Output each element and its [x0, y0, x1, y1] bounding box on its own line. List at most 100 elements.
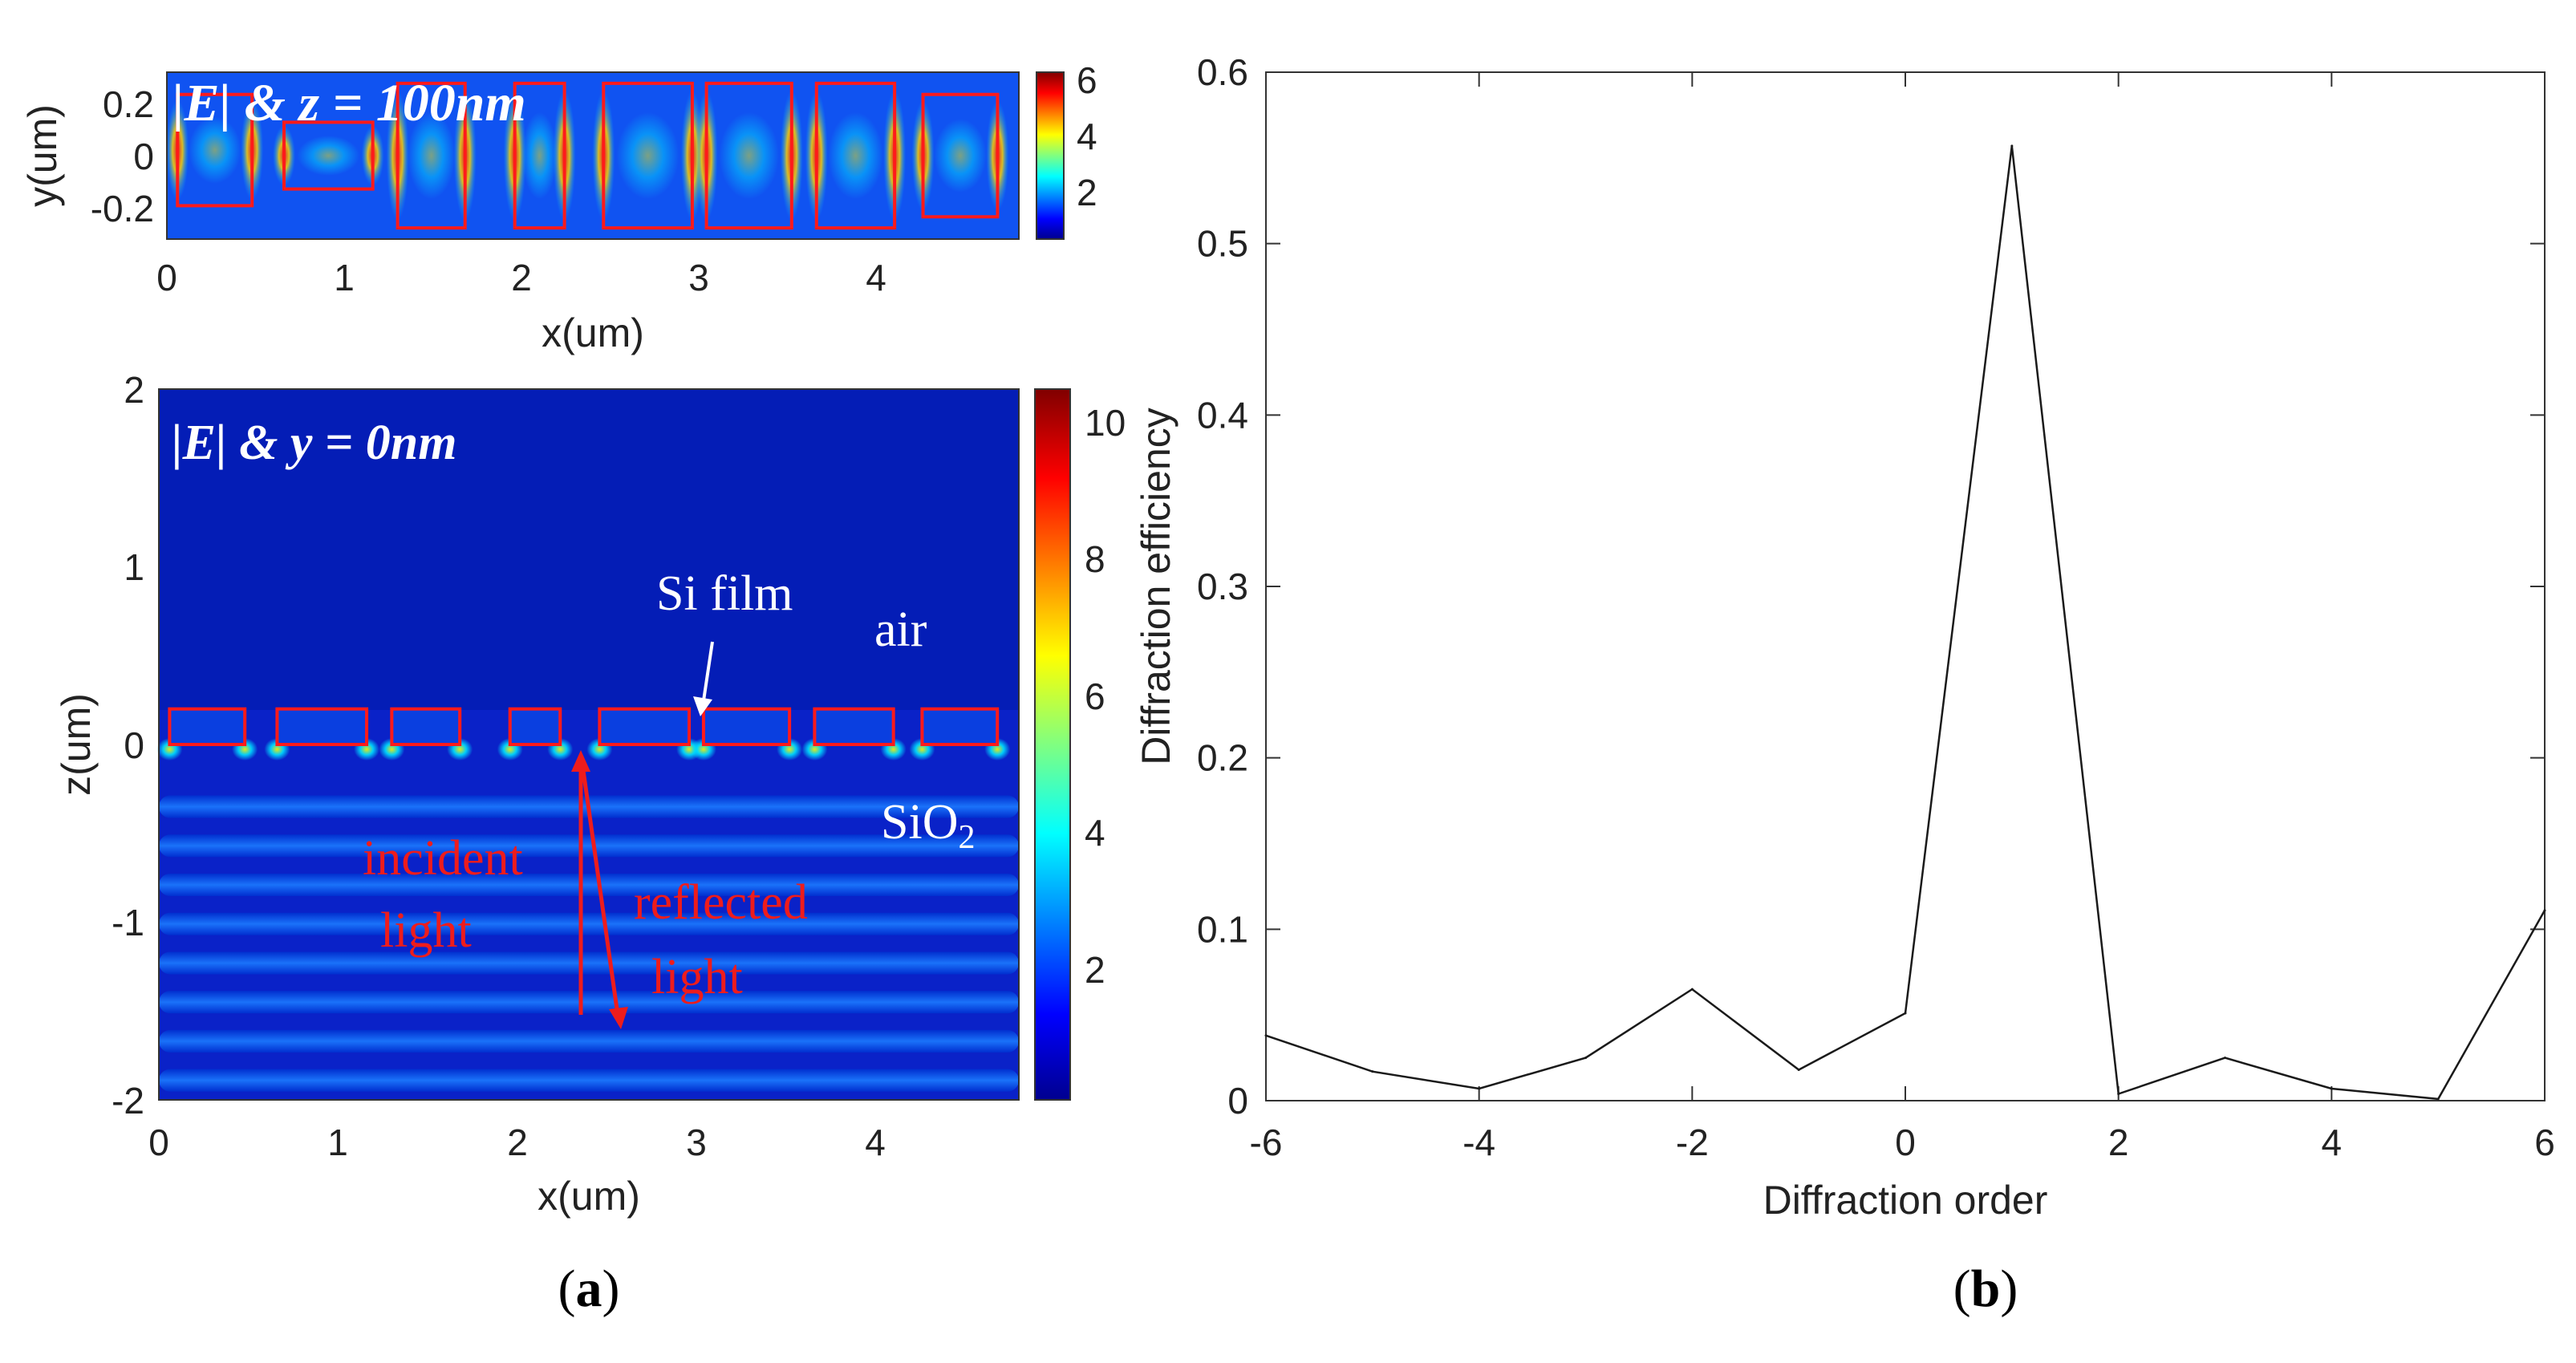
- top-cbar-tick: 6: [1077, 59, 1097, 101]
- efficiency-point: [2010, 144, 2014, 148]
- top-x-tick: 4: [866, 257, 886, 298]
- plot-b-x-ticklabels: -6 -4 -2 0 2 4 6: [1250, 1122, 2555, 1163]
- bottom-y-label: z(um): [54, 693, 99, 796]
- fringe-band: [159, 873, 1019, 896]
- efficiency-point: [1371, 1070, 1374, 1073]
- bottom-pillar-outline: [508, 707, 562, 747]
- reflected-label-2: light: [651, 950, 743, 1004]
- top-annotation: |E| & z = 100nm: [172, 74, 526, 132]
- fringe-band: [159, 1029, 1019, 1053]
- bottom-y-tick: 2: [124, 369, 144, 411]
- bottom-y-tick: -2: [112, 1080, 144, 1122]
- incident-label-2: light: [380, 903, 472, 958]
- top-x-tick: 1: [334, 257, 355, 298]
- plot-b-x-tick: -2: [1676, 1122, 1709, 1163]
- bottom-y-tick: 0: [124, 724, 144, 766]
- plot-b-y-tick: 0.6: [1197, 51, 1248, 93]
- reflected-label-1: reflected: [634, 875, 808, 930]
- efficiency-point: [1904, 1012, 1907, 1015]
- bottom-x-tick: 3: [686, 1122, 707, 1163]
- panel-a-bottom: |E| & y = 0nm Si film air SiO2 incident …: [54, 369, 1126, 1219]
- si-film-label: Si film: [656, 566, 793, 621]
- top-hotspot: [521, 112, 558, 200]
- incident-arrowhead: [571, 750, 590, 772]
- top-pillar-outline: [921, 92, 1000, 219]
- bottom-x-tick: 1: [327, 1122, 348, 1163]
- panel-a-top: |E| & z = 100nm 6 4 2 0 1 2 3 4 0.2 0 -0…: [20, 59, 1097, 355]
- top-y-tick: 0: [133, 136, 154, 177]
- top-x-tick: 2: [511, 257, 532, 298]
- efficiency-point: [1584, 1057, 1587, 1060]
- bottom-colorbar: [1034, 388, 1071, 1101]
- plot-b-y-tick: 0.2: [1197, 737, 1248, 779]
- bottom-pillar-outline: [813, 707, 895, 747]
- top-x-tick: 3: [688, 257, 709, 298]
- plot-b-y-tick: 0.5: [1197, 223, 1248, 265]
- top-hotspot: [189, 116, 241, 184]
- bottom-y-tick: -1: [112, 902, 144, 943]
- fringe-band: [159, 912, 1019, 935]
- sio2-label: SiO2: [881, 795, 975, 856]
- bottom-cbar-tick: 2: [1085, 949, 1105, 991]
- reflected-arrowhead: [609, 1007, 628, 1029]
- plot-b-x-label: Diffraction order: [1763, 1178, 2048, 1223]
- top-pillar-outline: [602, 81, 694, 230]
- bottom-x-label: x(um): [538, 1174, 640, 1219]
- top-x-tick: 0: [156, 257, 177, 298]
- top-pillar-outline: [814, 81, 897, 230]
- top-hotspot: [616, 112, 679, 200]
- bottom-cbar-tick: 6: [1085, 675, 1105, 717]
- fringe-band: [159, 991, 1019, 1014]
- top-frame: [166, 71, 1020, 240]
- plot-b-x-tick: 2: [2108, 1122, 2129, 1163]
- efficiency-point: [2117, 1092, 2120, 1095]
- caption-b-letter: b: [1971, 1260, 2001, 1318]
- top-pillars: [176, 81, 1000, 230]
- bottom-pillar-outline: [168, 707, 247, 747]
- top-hotspot: [934, 119, 987, 193]
- reflected-arrow: [581, 769, 620, 1016]
- plot-b-x-tick: 0: [1895, 1122, 1916, 1163]
- plot-b-y-tick: 0.1: [1197, 908, 1248, 950]
- top-hotspot: [719, 112, 779, 200]
- plot-b-x-tick: -6: [1250, 1122, 1283, 1163]
- efficiency-points: [1264, 144, 2546, 1101]
- efficiency-point: [2224, 1057, 2226, 1060]
- efficiency-point: [1264, 1034, 1268, 1037]
- top-pillar-outline: [176, 92, 254, 208]
- plot-b-y-ticklabels: 0 0.1 0.2 0.3 0.4 0.5 0.6: [1197, 51, 1248, 1122]
- bottom-x-tick: 4: [865, 1122, 886, 1163]
- top-y-label: y(um): [20, 104, 65, 207]
- bottom-x-tick: 2: [507, 1122, 528, 1163]
- bottom-pillars: [168, 707, 1000, 747]
- bottom-pillar-outline: [275, 707, 369, 747]
- top-pillar-outline: [282, 120, 375, 191]
- bottom-pillar-outline: [390, 707, 462, 747]
- top-pillar-outline: [513, 81, 566, 230]
- bottom-x-tick: 0: [148, 1122, 169, 1163]
- fringe-band: [159, 951, 1019, 975]
- top-pillar-outline: [704, 81, 793, 230]
- top-colorbar: [1036, 71, 1065, 240]
- plot-b-y-tick: 0.4: [1197, 394, 1248, 436]
- bottom-cbar-tick: 10: [1085, 402, 1126, 444]
- bottom-cbar-tick: 8: [1085, 538, 1105, 580]
- plot-b-y-tick: 0.3: [1197, 566, 1248, 607]
- bottom-pillar-outline: [920, 707, 1000, 747]
- sio2-main: SiO: [881, 795, 958, 850]
- efficiency-point: [1690, 988, 1694, 991]
- bottom-pillar-outline: [598, 707, 692, 747]
- top-y-tick: 0.2: [103, 83, 154, 125]
- top-hotspot: [408, 112, 456, 200]
- top-cbar-tick: 2: [1077, 172, 1097, 213]
- si-film-arrowhead: [693, 696, 712, 716]
- fringe-band: [159, 834, 1019, 858]
- efficiency-point: [2330, 1087, 2333, 1090]
- efficiency-point: [1478, 1087, 1481, 1090]
- efficiency-point: [2543, 909, 2546, 912]
- si-film-arrow: [701, 641, 714, 707]
- bottom-pillar-outline: [701, 707, 792, 747]
- efficiency-point: [1797, 1069, 1800, 1072]
- bottom-frame: [158, 388, 1020, 1101]
